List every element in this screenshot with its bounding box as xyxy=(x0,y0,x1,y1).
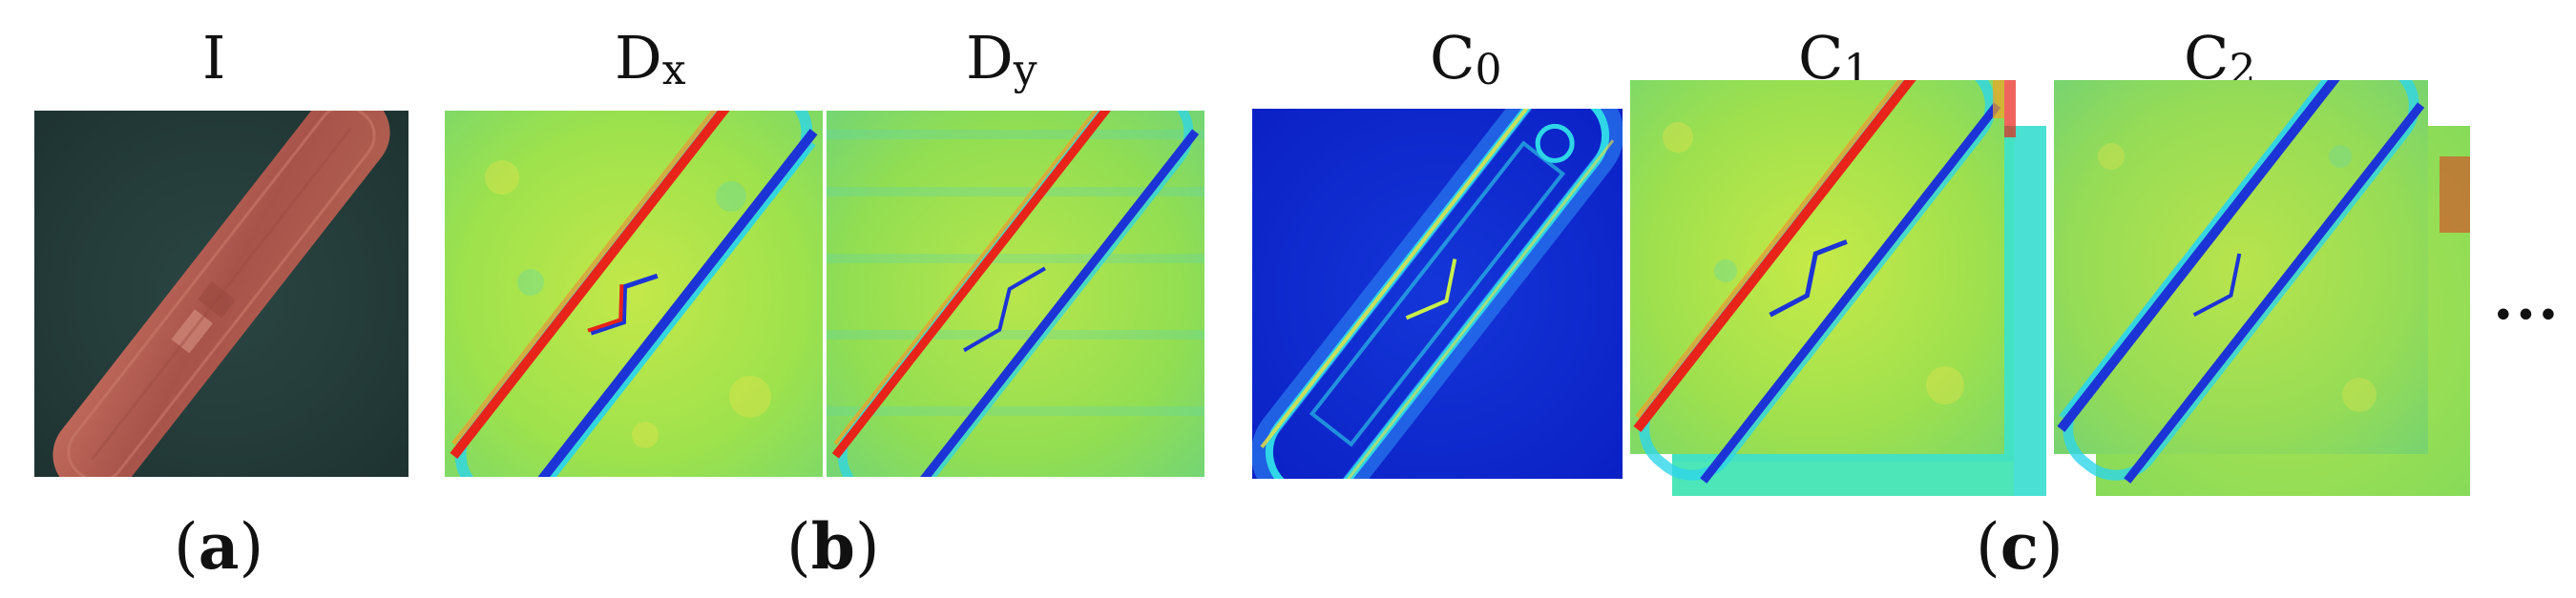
label-c1: C1 xyxy=(1798,23,1871,94)
caption-a: (a) xyxy=(174,509,264,584)
label-c0: C0 xyxy=(1430,23,1502,94)
label-dy: Dy xyxy=(966,23,1037,94)
ellipsis: ... xyxy=(2493,263,2561,333)
c0-heatmap xyxy=(1252,109,1623,479)
c2-heatmap-stack xyxy=(2054,80,2470,496)
c1-heatmap-stack xyxy=(1630,80,2046,496)
x-derivative-heatmap-icon xyxy=(445,111,823,477)
dx-heatmap xyxy=(445,111,823,477)
channel-0-heatmap-icon xyxy=(1252,109,1623,479)
label-image: I xyxy=(202,23,226,93)
caption-c: (c) xyxy=(1976,509,2063,584)
label-dx: Dx xyxy=(615,23,686,94)
caption-b: (b) xyxy=(786,509,880,584)
channel-1-heatmap-stack-icon xyxy=(1630,80,2046,496)
input-ship-image xyxy=(34,111,408,477)
channel-2-heatmap-stack-icon xyxy=(2054,80,2470,496)
y-derivative-heatmap-icon xyxy=(827,111,1204,477)
dy-heatmap xyxy=(827,111,1204,477)
ship-satellite-image-icon xyxy=(34,111,408,477)
